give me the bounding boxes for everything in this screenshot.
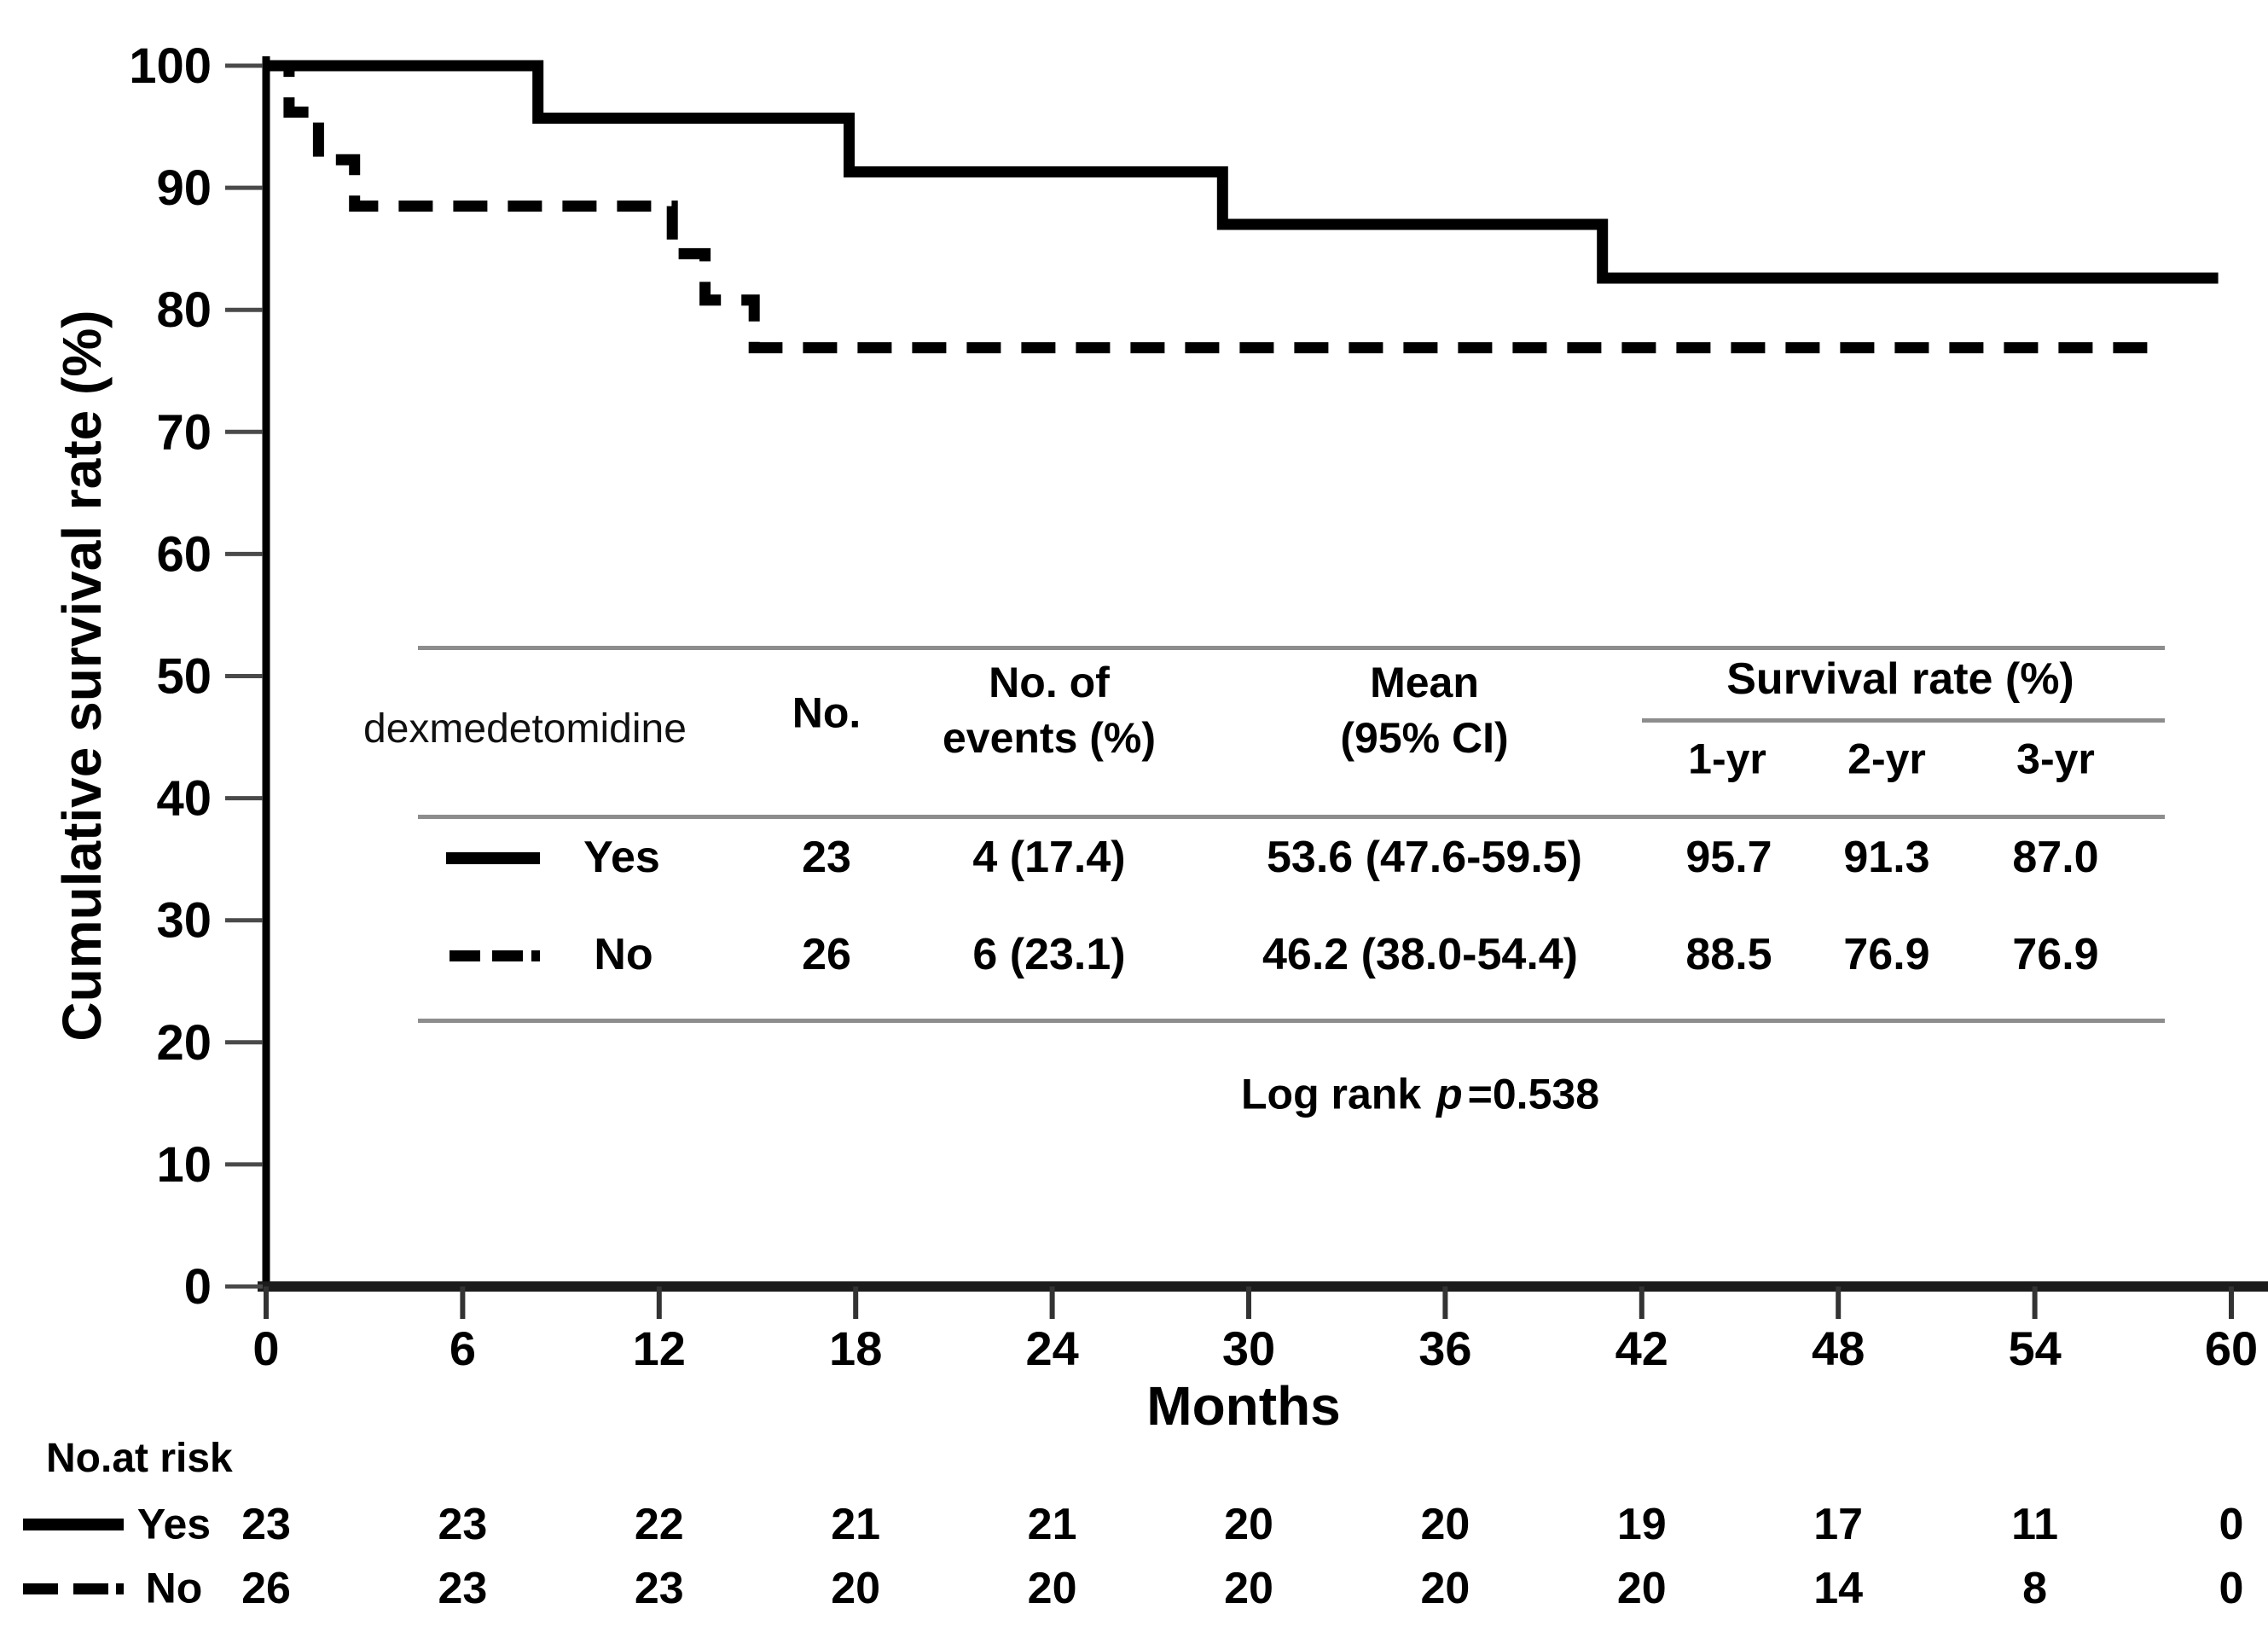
risk-count: 19: [1616, 1500, 1667, 1549]
x-tick-label: 42: [1615, 1321, 1668, 1375]
risk-table-title: No.at risk: [46, 1435, 233, 1481]
row-yes-n: 23: [802, 833, 851, 883]
col-header-events-line1: No. of: [989, 659, 1110, 706]
row-no-mean: 46.2 (38.0-54.4): [1262, 930, 1579, 980]
risk-count: 8: [2022, 1564, 2048, 1613]
x-tick-label: 36: [1418, 1321, 1471, 1375]
risk-count: 20: [1616, 1564, 1667, 1613]
row-yes-label: Yes: [583, 833, 660, 883]
risk-row-no-label: No: [145, 1564, 203, 1612]
risk-count: 23: [438, 1500, 488, 1549]
risk-count: 23: [634, 1564, 684, 1613]
risk-count: 21: [1027, 1500, 1077, 1549]
risk-count: 0: [2219, 1564, 2244, 1613]
x-tick-label: 12: [633, 1321, 686, 1375]
logrank-p: p: [1436, 1070, 1463, 1118]
legend-line-yes: [446, 852, 540, 864]
table-rule-bottom: [418, 1019, 2165, 1023]
x-tick-label: 30: [1222, 1321, 1275, 1375]
table-rule-mid: [418, 815, 2165, 819]
table-rule-survival-sub: [1642, 718, 2165, 723]
risk-count: 11: [2011, 1500, 2059, 1549]
risk-count: 21: [831, 1500, 881, 1549]
col-header-no: No.: [792, 688, 861, 737]
col-header-2yr: 2-yr: [1847, 735, 1926, 783]
risk-count: 20: [1224, 1564, 1273, 1613]
x-tick-label: 60: [2205, 1321, 2258, 1375]
table-rule-top: [418, 646, 2165, 650]
y-tick-label: 30: [156, 893, 212, 949]
survival-curve-no: [266, 60, 2149, 354]
x-tick-label: 48: [1812, 1321, 1865, 1375]
row-no-3yr: 76.9: [2012, 930, 2099, 980]
col-header-3yr: 3-yr: [2016, 735, 2095, 783]
risk-count: 20: [1420, 1564, 1470, 1613]
risk-count: 20: [1027, 1564, 1077, 1613]
risk-count: 20: [831, 1564, 881, 1613]
logrank-text: Log rank p =0.538: [1241, 1067, 1599, 1123]
col-header-events: No. of events (%): [943, 655, 1156, 766]
y-tick-label: 50: [156, 649, 212, 705]
row-yes-mean: 53.6 (47.6-59.5): [1266, 833, 1583, 883]
row-yes-3yr: 87.0: [2012, 833, 2099, 883]
x-tick-label: 6: [450, 1321, 476, 1375]
y-tick-label: 80: [156, 282, 212, 338]
y-tick-label: 60: [156, 526, 212, 582]
survival-curve-yes: [266, 60, 2219, 284]
y-tick-label: 20: [156, 1015, 212, 1071]
risk-count: 23: [438, 1564, 488, 1613]
logrank-value: =0.538: [1467, 1070, 1600, 1118]
legend-line-no: [450, 950, 543, 961]
risk-count: 0: [2219, 1500, 2244, 1549]
risk-count: 20: [1224, 1500, 1273, 1549]
y-axis-title: Cumulative survival rate (%): [51, 310, 113, 1042]
risk-legend-line-no: [23, 1583, 124, 1594]
risk-row-yes-label: Yes: [136, 1500, 212, 1548]
col-header-survival-rate: Survival rate (%): [1726, 654, 2074, 705]
col-header-mean-line1: Mean: [1370, 659, 1479, 706]
risk-count: 23: [241, 1500, 291, 1549]
col-header-1yr: 1-yr: [1688, 735, 1766, 783]
col-header-mean-line2: (95% CI): [1340, 714, 1509, 762]
col-header-events-line2: events (%): [942, 714, 1157, 762]
y-tick-label: 70: [156, 404, 212, 460]
x-tick-label: 18: [829, 1321, 882, 1375]
x-tick-label: 54: [2008, 1321, 2061, 1375]
row-no-2yr: 76.9: [1843, 930, 1930, 980]
risk-count: 22: [634, 1500, 684, 1549]
risk-count: 14: [1813, 1564, 1864, 1613]
risk-count: 17: [1813, 1500, 1864, 1549]
row-no-n: 26: [802, 930, 851, 980]
y-tick-label: 0: [184, 1259, 212, 1315]
row-yes-events: 4 (17.4): [972, 833, 1126, 883]
risk-legend-line-yes: [23, 1519, 124, 1530]
x-axis-title: Months: [1146, 1375, 1341, 1437]
y-tick-label: 100: [129, 38, 212, 94]
group-column-label: dexmedetomidine: [363, 706, 687, 752]
row-yes-2yr: 91.3: [1843, 833, 1930, 883]
row-yes-1yr: 95.7: [1685, 833, 1772, 883]
row-no-events: 6 (23.1): [972, 930, 1126, 980]
row-no-label: No: [594, 930, 653, 980]
col-header-mean: Mean (95% CI): [1340, 655, 1508, 766]
risk-count: 20: [1420, 1500, 1470, 1549]
row-no-1yr: 88.5: [1685, 930, 1772, 980]
risk-count: 26: [241, 1564, 291, 1613]
logrank-prefix: Log rank: [1240, 1070, 1422, 1118]
y-tick-label: 90: [156, 160, 212, 216]
y-tick-label: 10: [156, 1137, 212, 1193]
x-tick-label: 0: [252, 1321, 279, 1375]
x-tick-label: 24: [1025, 1321, 1078, 1375]
y-tick-label: 40: [156, 771, 212, 827]
